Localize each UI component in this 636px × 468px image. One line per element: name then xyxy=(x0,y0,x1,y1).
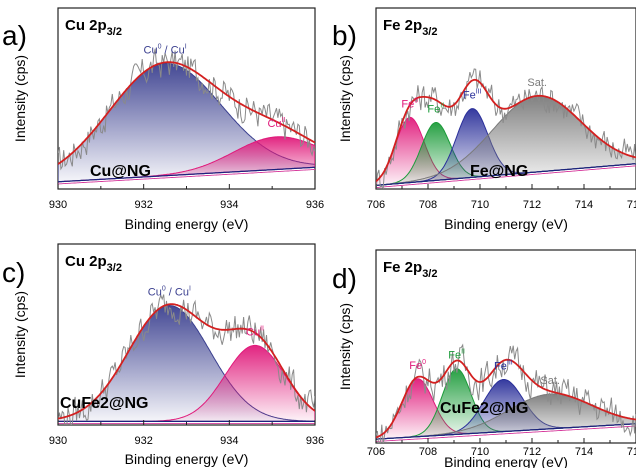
sample-label: Cu@NG xyxy=(90,163,151,180)
x-tick-label: 708 xyxy=(419,446,437,458)
x-axis-label: Binding energy (eV) xyxy=(444,216,568,232)
x-tick-label: 934 xyxy=(220,199,238,211)
x-tick-label: 930 xyxy=(49,199,67,211)
panel-4: Fe0 FeII FeIII Sat. 706 708 710 712 714 716 Bindin… xyxy=(332,249,636,468)
fit-envelope xyxy=(376,78,636,182)
x-tick-label: 708 xyxy=(419,199,437,211)
x-tick-label: 706 xyxy=(367,199,385,211)
raw-spectrum xyxy=(58,48,315,171)
panel-letter: a) xyxy=(2,20,27,51)
x-axis-label: Binding energy (eV) xyxy=(444,454,568,468)
panel-letter: c) xyxy=(2,257,25,288)
peak-label-1: Cu0 / CuI xyxy=(144,44,187,57)
peak-label-1: Fe0 xyxy=(409,359,426,372)
y-axis-label: Intensity (cps) xyxy=(12,291,28,378)
x-tick-label: 936 xyxy=(306,435,324,447)
background-line xyxy=(58,166,315,183)
fit-envelope xyxy=(58,61,315,165)
peak-label-4: Sat. xyxy=(540,375,560,387)
sample-label: CuFe2@NG xyxy=(60,395,149,412)
x-tick-label: 710 xyxy=(471,446,489,458)
peak-label-2: CuII xyxy=(246,325,264,338)
x-tick-label: 716 xyxy=(627,446,636,458)
background-line-secondary xyxy=(376,165,636,189)
panel-title: Cu 2p3/2 xyxy=(65,17,122,38)
fit-envelope xyxy=(376,358,636,439)
panel-title: Cu 2p3/2 xyxy=(65,253,122,274)
x-tick-label: 714 xyxy=(575,199,593,211)
background-line-secondary xyxy=(58,169,315,185)
x-axis-label: Binding energy (eV) xyxy=(125,216,249,232)
x-tick-label: 714 xyxy=(575,446,593,458)
background-line xyxy=(376,163,636,186)
peak-label-3: FeIII xyxy=(494,359,513,372)
x-tick-label: 706 xyxy=(367,446,385,458)
x-tick-label: 932 xyxy=(134,435,152,447)
fit-envelope xyxy=(58,303,315,420)
y-axis-label: Intensity (cps) xyxy=(337,55,353,142)
raw-spectrum xyxy=(376,343,636,443)
x-tick-label: 934 xyxy=(220,435,238,447)
peak-label-4: Sat. xyxy=(527,77,547,89)
x-tick-label: 932 xyxy=(134,199,152,211)
peak-label-1: Fe0 xyxy=(401,97,418,110)
sample-label: Fe@NG xyxy=(470,163,528,180)
x-tick-label: 716 xyxy=(627,199,636,211)
x-tick-label: 712 xyxy=(523,199,541,211)
sample-label: CuFe2@NG xyxy=(440,400,529,417)
x-tick-label: 710 xyxy=(471,199,489,211)
peak-label-3: FeIII xyxy=(463,89,482,102)
panel-2: Fe0 FeII FeIII Sat. 706 708 710 712 714 716 Bindin… xyxy=(332,7,636,232)
x-tick-label: 712 xyxy=(523,446,541,458)
x-axis-label: Binding energy (eV) xyxy=(125,451,249,467)
panel-title: Fe 2p3/2 xyxy=(383,259,437,280)
peak-label-1: Cu0 / CuI xyxy=(148,286,191,299)
panel-title: Fe 2p3/2 xyxy=(383,17,437,38)
panel-letter: d) xyxy=(332,263,357,294)
y-axis-label: Intensity (cps) xyxy=(337,303,353,390)
x-tick-label: 936 xyxy=(306,199,324,211)
peak-label-2: FeII xyxy=(448,349,465,362)
background-line-secondary xyxy=(376,425,636,442)
panel-letter: b) xyxy=(332,20,357,51)
panel-3: Cu0 / CuI CuII 930 932 934 936 Binding energy … xyxy=(2,243,324,467)
background-line xyxy=(376,423,636,440)
x-tick-label: 930 xyxy=(49,435,67,447)
panel-1: Cu0 / CuI CuII 930 932 934 936 Binding energy … xyxy=(2,7,324,232)
peak-label-2: FeII xyxy=(427,102,444,115)
y-axis-label: Intensity (cps) xyxy=(12,55,28,142)
peak-label-2: CuII xyxy=(267,117,285,130)
